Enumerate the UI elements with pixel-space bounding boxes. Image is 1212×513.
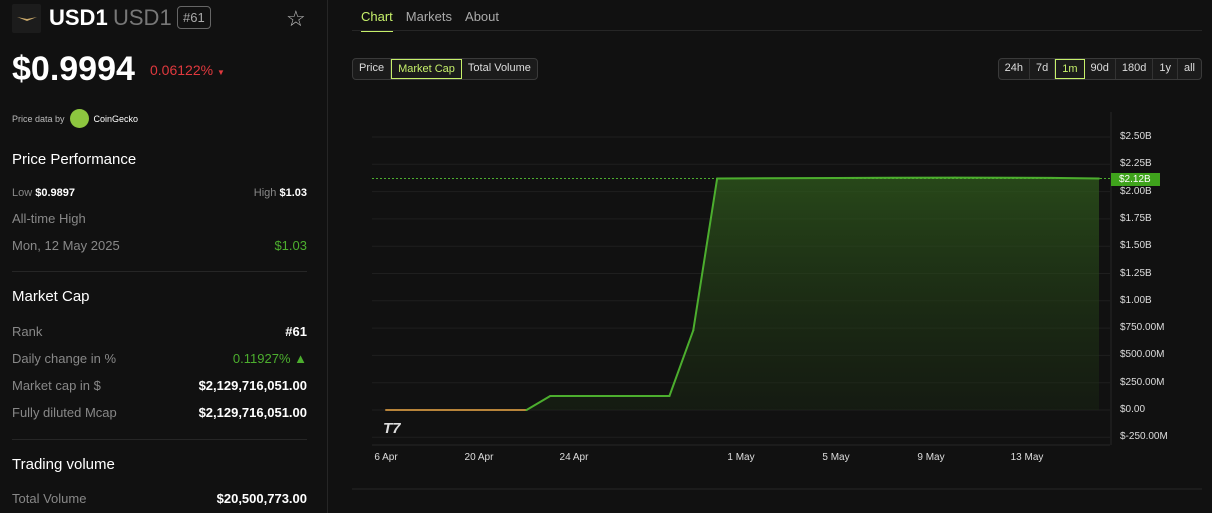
stat-row: Total Volume $20,500,773.00 [12, 491, 307, 506]
stat-value: $2,129,716,051.00 [198, 405, 307, 420]
divider [12, 271, 307, 272]
stat-value: #61 [285, 324, 307, 339]
market-cap-title: Market Cap [12, 288, 90, 305]
series-segment [668, 329, 695, 398]
stat-label: Market cap in $ [12, 378, 101, 393]
price-change: 0.06122% ▼ [150, 62, 225, 78]
stat-row: Fully diluted Mcap $2,129,716,051.00 [12, 405, 307, 420]
trading-volume-title: Trading volume [12, 456, 115, 473]
y-tick-label: $2.25B [1120, 158, 1152, 170]
low-value: $0.9897 [35, 187, 76, 199]
price-data-source: Price data by CoinGecko [12, 109, 138, 128]
metric-total-volume[interactable]: Total Volume [467, 62, 531, 74]
range-24h[interactable]: 24h [999, 59, 1030, 79]
range-180d[interactable]: 180d [1116, 59, 1154, 79]
y-tick-label: $1.00B [1120, 294, 1152, 306]
x-tick-label: 9 May [917, 452, 945, 463]
stat-label: Daily change in % [12, 351, 117, 366]
divider [352, 30, 1202, 31]
y-tick-label: $250.00M [1120, 376, 1165, 388]
stat-row: Rank #61 [12, 324, 307, 339]
down-arrow-icon: ▼ [216, 68, 225, 77]
y-tick-label: $500.00M [1120, 349, 1165, 361]
high-value: $1.03 [279, 187, 307, 199]
tab-chart[interactable]: Chart [361, 9, 393, 32]
series-segment [525, 395, 552, 411]
stat-label: Rank [12, 324, 43, 339]
x-tick-label: 1 May [727, 452, 755, 463]
range-7d[interactable]: 7d [1030, 59, 1056, 79]
provider-link[interactable]: CoinGecko [93, 113, 139, 124]
tradingview-logo: T7 [383, 420, 401, 437]
metric-price[interactable]: Price [353, 59, 392, 79]
y-tick-label: $1.50B [1120, 240, 1152, 252]
tab-about[interactable]: About [465, 9, 500, 24]
x-tick-label: 20 Apr [464, 452, 494, 463]
coingecko-icon [69, 109, 89, 128]
area-fill [386, 177, 1099, 410]
stat-label: Fully diluted Mcap [12, 405, 117, 420]
coin-name: USD1 [49, 5, 108, 30]
range-1y[interactable]: 1y [1153, 59, 1178, 79]
stat-row: Market cap in $ $2,129,716,051.00 [12, 378, 307, 393]
y-tick-label: $0.00 [1120, 404, 1146, 415]
coin-symbol: USD1 [113, 5, 172, 30]
low-high-row: Low $0.9897 High $1.03 [12, 187, 307, 199]
stat-value: 0.11927% ▲ [232, 351, 307, 366]
y-tick-label: $750.00M [1120, 322, 1165, 334]
y-tick-label: $2.50B [1120, 131, 1152, 142]
stat-row: Daily change in % 0.11927% ▲ [12, 351, 307, 366]
y-tick-label: $-250.00M [1120, 431, 1168, 443]
x-tick-label: 6 Apr [374, 452, 398, 463]
series-segment [1050, 176, 1100, 180]
y-tick-label: $2.00B [1120, 185, 1152, 197]
divider [12, 439, 307, 440]
stat-label: Total Volume [12, 491, 87, 506]
series-segment [692, 177, 719, 332]
low-label: Low [12, 187, 33, 199]
star-icon[interactable]: ☆ [286, 6, 306, 31]
range-selector: 24h 7d 1m 90d 180d 1y all [997, 58, 1202, 80]
metric-selector: Price Market Cap Total Volume [352, 58, 538, 80]
coin-info-panel: USD1 USD1 #61 ☆ $0.9994 0.06122% ▼ Price… [0, 0, 328, 513]
price-change-value: 0.06122% [150, 62, 214, 78]
ath-value: $1.03 [274, 238, 307, 253]
price: $0.9994 [12, 50, 135, 88]
price-performance-title: Price Performance [12, 151, 137, 168]
stat-value: $20,500,773.00 [216, 491, 307, 506]
coin-logo [12, 4, 41, 33]
ath-date: Mon, 12 May 2025 [12, 238, 120, 253]
rank-badge: #61 [177, 6, 211, 29]
range-1m[interactable]: 1m [1055, 59, 1085, 79]
series-segment [716, 176, 837, 180]
last-value-label: $2.12B [1111, 173, 1160, 186]
range-all[interactable]: all [1183, 62, 1195, 74]
x-tick-label: 24 Apr [559, 452, 589, 463]
tab-markets[interactable]: Markets [405, 9, 453, 24]
high-label: High [253, 187, 277, 199]
y-tick-label: $1.75B [1120, 212, 1152, 224]
y-tick-label: $1.25B [1120, 267, 1152, 279]
x-tick-label: 5 May [822, 452, 850, 463]
metric-market-cap[interactable]: Market Cap [391, 59, 462, 79]
stat-value: $2,129,716,051.00 [198, 378, 307, 393]
price-data-label: Price data by [12, 113, 65, 124]
range-90d[interactable]: 90d [1085, 59, 1116, 79]
ath-date-row: Mon, 12 May 2025 $1.03 [12, 238, 307, 253]
ath-row: All-time High [12, 211, 307, 226]
ath-label: All-time High [12, 211, 86, 226]
x-tick-label: 13 May [1010, 452, 1044, 463]
tab-bar: Chart Markets About [361, 9, 499, 32]
